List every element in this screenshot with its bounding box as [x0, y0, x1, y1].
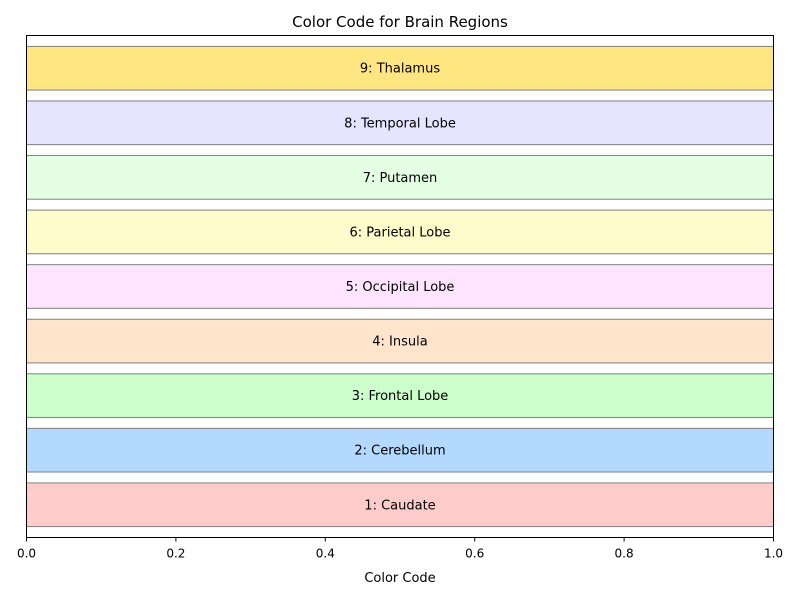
- chart-title: Color Code for Brain Regions: [292, 13, 508, 31]
- bar-label-1: 1: Caudate: [364, 498, 435, 513]
- bar-label-9: 9: Thalamus: [360, 62, 440, 77]
- bar-label-6: 6: Parietal Lobe: [350, 225, 451, 240]
- plot-frame: [26, 35, 774, 538]
- bar-3: [26, 373, 774, 418]
- bar-7: [26, 155, 774, 200]
- bar-2: [26, 427, 774, 473]
- x-tick-label-5: 1.0: [764, 547, 783, 561]
- x-axis: 0.0 0.2 0.4 0.6 0.8 1.0: [17, 537, 783, 561]
- bar-label-4: 4: Insula: [372, 335, 427, 350]
- bar-label-3: 3: Frontal Lobe: [352, 389, 449, 404]
- bar-1: [26, 482, 774, 528]
- x-tick-label-1: 0.2: [166, 547, 185, 561]
- bars-layer: 1: Caudate 2: Cerebellum 3: Frontal Lobe 4:…: [26, 45, 774, 528]
- x-tick-label-4: 0.8: [615, 547, 634, 561]
- bar-6: [26, 209, 774, 255]
- bar-label-5: 5: Occipital Lobe: [346, 280, 455, 295]
- x-tick-label-2: 0.4: [316, 547, 335, 561]
- x-axis-label: Color Code: [364, 571, 435, 586]
- bar-label-7: 7: Putamen: [363, 171, 438, 186]
- x-tick-label-0: 0.0: [17, 547, 36, 561]
- x-tick-label-3: 0.6: [465, 547, 484, 561]
- bar-label-8: 8: Temporal Lobe: [344, 116, 456, 131]
- bar-label-2: 2: Cerebellum: [354, 444, 445, 459]
- bar-5: [26, 264, 774, 309]
- bar-4: [26, 318, 774, 364]
